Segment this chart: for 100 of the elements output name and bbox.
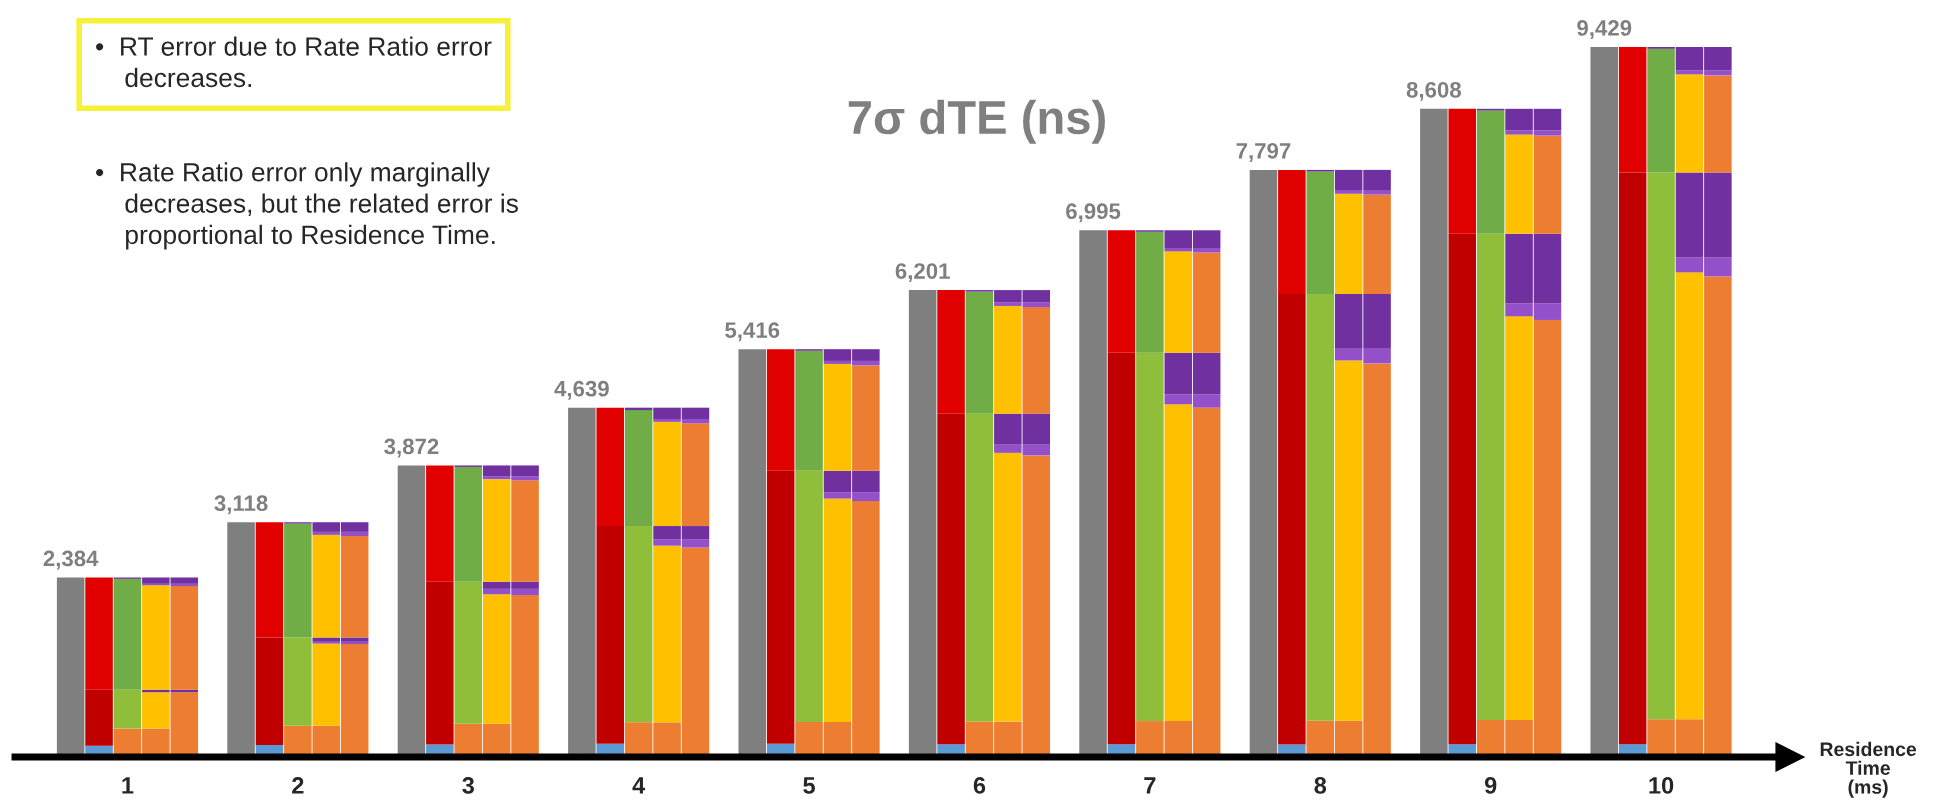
bar	[681, 423, 710, 527]
bar	[965, 291, 994, 414]
bar	[1249, 169, 1278, 757]
bar	[766, 470, 795, 744]
data-label: 4,639	[554, 380, 609, 400]
text: 7σ dTE (ns)	[848, 99, 1105, 144]
x-tick-label: 9	[1484, 777, 1497, 794]
data-label: 3,118	[214, 495, 268, 515]
bar	[1022, 307, 1051, 414]
bar	[142, 692, 170, 729]
bar	[937, 290, 965, 414]
annotation: • Rate Ratio error only marginally decreases, but the related error is proportional to Residence Time.	[96, 162, 518, 250]
bar	[1448, 108, 1477, 234]
bar	[1334, 360, 1363, 721]
x-tick-label: 5	[803, 777, 815, 794]
bar	[596, 526, 625, 744]
data-label: 9,429	[1577, 20, 1632, 40]
data-label: 8,608	[1406, 81, 1461, 101]
x-axis-title: Residence Time (ms)	[1820, 741, 1917, 798]
bar	[1136, 352, 1164, 722]
bar	[624, 526, 653, 723]
data-label: 6,201	[895, 263, 950, 283]
bar	[426, 581, 454, 745]
bar	[1675, 74, 1704, 173]
bar	[1164, 404, 1193, 722]
bar	[937, 413, 965, 745]
bar	[568, 407, 596, 757]
bar	[1675, 272, 1704, 720]
bar	[426, 465, 454, 582]
bar	[454, 466, 483, 582]
bar	[1079, 230, 1107, 757]
bar	[1363, 194, 1391, 294]
bar	[1590, 47, 1619, 757]
bar	[994, 305, 1022, 414]
bar	[1306, 293, 1335, 721]
bar	[1420, 108, 1448, 757]
bar	[1647, 48, 1675, 173]
bar	[823, 498, 852, 722]
data-label: 6,995	[1066, 203, 1121, 223]
bar	[85, 577, 113, 690]
bar	[1704, 75, 1732, 173]
data-label: 7,797	[1236, 142, 1291, 162]
bar	[482, 594, 511, 724]
bar	[738, 349, 767, 757]
bar	[1505, 316, 1533, 721]
bar	[1448, 233, 1477, 745]
bar	[1647, 172, 1675, 720]
bar	[1533, 135, 1562, 234]
bar	[766, 349, 795, 471]
bar	[795, 350, 823, 471]
bar	[312, 534, 341, 638]
bar	[908, 290, 937, 757]
data-label: 2,384	[43, 550, 99, 570]
bar	[1107, 230, 1136, 353]
bar	[1278, 293, 1306, 745]
bar	[284, 637, 312, 726]
x-tick-label: 6	[973, 777, 986, 794]
bar	[994, 452, 1022, 722]
bar	[284, 523, 312, 638]
bar	[1618, 47, 1647, 173]
x-tick-label: 1	[122, 777, 134, 794]
bar	[227, 522, 255, 757]
bar	[454, 581, 483, 724]
bar	[965, 413, 994, 722]
bar	[624, 410, 653, 527]
bar	[1476, 110, 1505, 234]
bar	[113, 578, 142, 690]
data-label: 3,872	[384, 438, 439, 458]
bar	[113, 689, 142, 729]
bar	[482, 479, 511, 582]
bar	[653, 421, 681, 527]
bar	[653, 545, 681, 723]
bar	[1476, 233, 1505, 721]
bar	[397, 465, 426, 757]
bar	[1306, 171, 1335, 294]
x-tick-label: 4	[632, 777, 646, 794]
bar	[1618, 172, 1647, 745]
bar	[1192, 252, 1221, 353]
x-tick-label: 3	[462, 777, 474, 794]
x-tick-label: 2	[292, 777, 304, 794]
bar	[56, 577, 85, 757]
bar	[170, 586, 199, 690]
bar	[255, 522, 284, 638]
bar	[823, 363, 852, 471]
bar	[795, 470, 823, 722]
bar	[312, 643, 341, 726]
annotation: • RT error due to Rate Ratio error decreases.	[96, 36, 492, 88]
bar	[1278, 169, 1306, 294]
x-tick-label: 10	[1649, 777, 1674, 794]
bar	[1505, 134, 1533, 234]
bar	[1164, 251, 1193, 353]
bar	[142, 585, 170, 690]
bar	[85, 689, 113, 746]
x-tick-label: 8	[1314, 777, 1327, 794]
x-tick-label: 7	[1144, 777, 1156, 794]
bar	[255, 637, 284, 745]
bar	[511, 480, 539, 582]
bar	[596, 407, 625, 527]
bar	[1136, 231, 1164, 353]
bar	[340, 536, 369, 638]
